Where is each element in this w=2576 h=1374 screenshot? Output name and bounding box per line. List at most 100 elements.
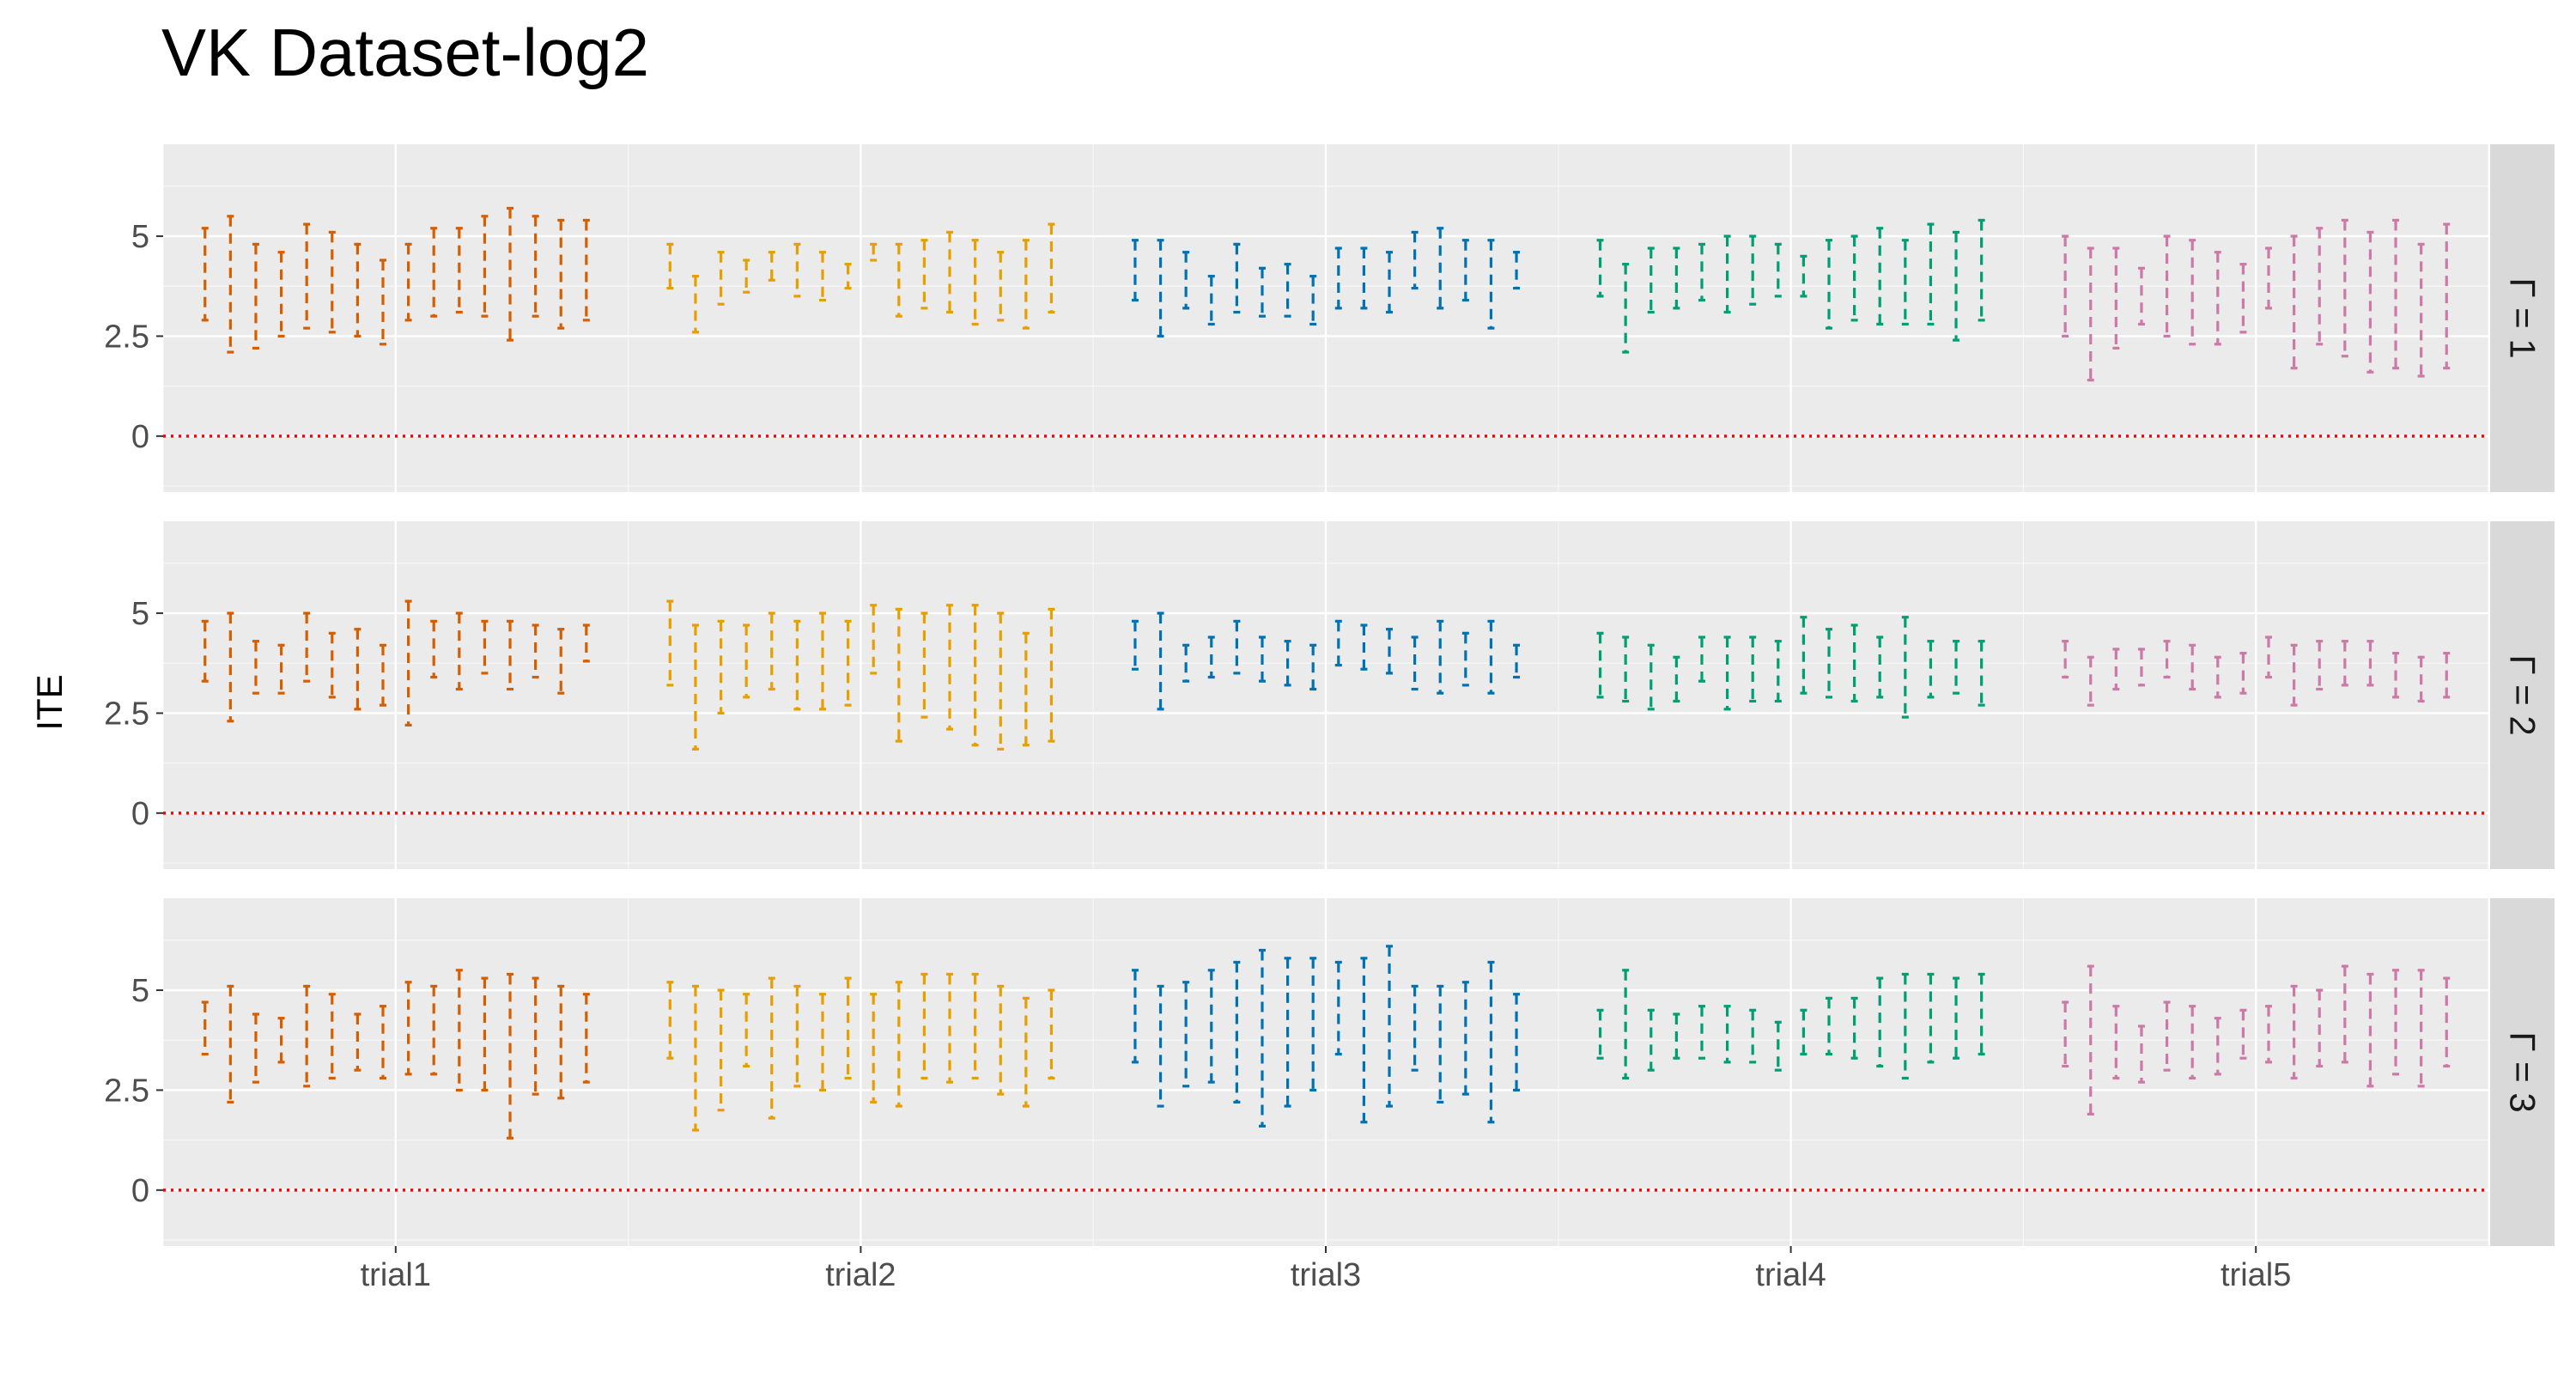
error-bar [768, 976, 775, 1120]
error-bar [1749, 1008, 1757, 1064]
error-bar [2163, 640, 2171, 679]
error-bar [997, 251, 1005, 322]
facet-strip-label: Γ = 1 [2503, 277, 2543, 358]
x-tick-label: trial4 [1755, 1257, 1826, 1293]
error-bar [946, 230, 954, 314]
error-bar [481, 215, 489, 318]
error-bar [1131, 239, 1139, 302]
error-bar [2189, 643, 2196, 691]
error-bar [2265, 1005, 2273, 1064]
error-bar [717, 619, 725, 715]
y-tick-label: 0 [131, 1173, 149, 1209]
error-bar [666, 981, 674, 1060]
error-bar [328, 631, 336, 699]
error-bar [1131, 619, 1139, 671]
error-bar [1360, 957, 1368, 1124]
error-bar [2189, 1005, 2196, 1080]
y-tick-label: 0 [131, 796, 149, 832]
facet-strip-label: Γ = 3 [2503, 1031, 2543, 1112]
error-bar [1622, 969, 1630, 1080]
error-bar [557, 628, 565, 695]
error-bar [1698, 242, 1705, 302]
error-bar [201, 227, 209, 322]
error-bar [844, 263, 852, 290]
y-tick-label: 5 [131, 973, 149, 1009]
error-bar [2087, 246, 2094, 382]
error-bar [1596, 631, 1604, 699]
x-tick-label: trial5 [2221, 1257, 2291, 1293]
error-bar [666, 599, 674, 687]
error-bar [404, 981, 412, 1076]
error-bar [328, 230, 336, 334]
error-bar [870, 604, 878, 675]
error-bar [2137, 647, 2145, 687]
error-bar [507, 206, 514, 342]
error-bar [1048, 607, 1055, 743]
error-bar [1386, 628, 1394, 675]
error-bar [379, 643, 386, 707]
error-bar [582, 993, 590, 1084]
error-bar [2087, 964, 2094, 1116]
error-bar [1233, 619, 1241, 675]
error-bar [1800, 1008, 1807, 1056]
x-tick-label: trial1 [361, 1257, 431, 1293]
error-bar [532, 976, 539, 1096]
error-bar [2189, 239, 2196, 346]
error-bar [743, 623, 750, 699]
error-bar [2112, 246, 2120, 350]
facet-panels: 0 2.5 5 Γ = 1 0 2.5 5 Γ = 2 0 2.5 5 Γ = 3 [104, 144, 2555, 1246]
error-bar [1258, 266, 1266, 318]
error-bar [1157, 611, 1164, 711]
error-bar [2265, 246, 2273, 310]
error-bar [557, 218, 565, 330]
error-bar [1513, 993, 1521, 1092]
error-bar [2316, 988, 2324, 1068]
error-bar [430, 227, 438, 318]
error-bar [1978, 640, 1985, 707]
error-bar [1749, 234, 1757, 306]
error-bar [2239, 263, 2247, 334]
error-bar [430, 619, 438, 679]
error-bar [793, 984, 801, 1088]
error-bar [1461, 239, 1469, 302]
error-bar [1487, 619, 1495, 695]
error-bar [1309, 957, 1317, 1092]
error-bar [1876, 227, 1884, 326]
error-bar [1723, 1005, 1731, 1064]
error-bar [1258, 948, 1266, 1128]
error-bar [2239, 1008, 2247, 1060]
y-tick-label: 5 [131, 596, 149, 632]
error-bar [1157, 984, 1164, 1108]
facet-panel: 0 2.5 5 Γ = 1 [104, 144, 2555, 492]
error-bar [997, 984, 1005, 1096]
error-bar [1461, 631, 1469, 687]
error-bar [666, 242, 674, 290]
error-bar [2087, 655, 2094, 707]
error-bar [818, 993, 826, 1092]
error-bar [379, 258, 386, 346]
error-bar [2392, 218, 2400, 370]
error-bar [717, 251, 725, 306]
error-bar [2366, 640, 2374, 687]
y-tick-label: 5 [131, 219, 149, 255]
y-tick-label: 0 [131, 419, 149, 455]
error-bar [1360, 246, 1368, 310]
error-bar [1437, 984, 1444, 1104]
error-bar [277, 1017, 285, 1064]
error-bar [277, 643, 285, 695]
error-bar [2214, 655, 2221, 699]
error-bar [1723, 635, 1731, 711]
error-bar [1927, 640, 1935, 699]
error-bar [971, 972, 979, 1080]
error-bar [2341, 640, 2348, 687]
error-bar [743, 993, 750, 1068]
error-bar [691, 984, 699, 1132]
error-bar [2341, 964, 2348, 1064]
error-bar [844, 619, 852, 707]
error-bar [971, 239, 979, 326]
error-bar [1386, 251, 1394, 314]
error-bar [2417, 969, 2425, 1088]
error-bar [1334, 960, 1342, 1056]
error-bar [793, 242, 801, 298]
y-tick-label: 2.5 [104, 1073, 149, 1109]
